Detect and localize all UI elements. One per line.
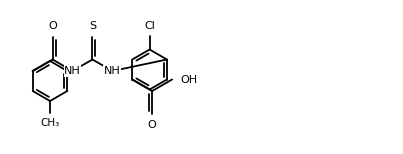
Text: CH₃: CH₃ bbox=[40, 118, 60, 128]
Text: O: O bbox=[48, 20, 57, 30]
Text: O: O bbox=[148, 120, 157, 130]
Text: OH: OH bbox=[180, 75, 197, 85]
Text: Cl: Cl bbox=[144, 20, 155, 30]
Text: NH: NH bbox=[64, 66, 81, 76]
Text: NH: NH bbox=[104, 66, 121, 76]
Text: S: S bbox=[89, 20, 96, 30]
